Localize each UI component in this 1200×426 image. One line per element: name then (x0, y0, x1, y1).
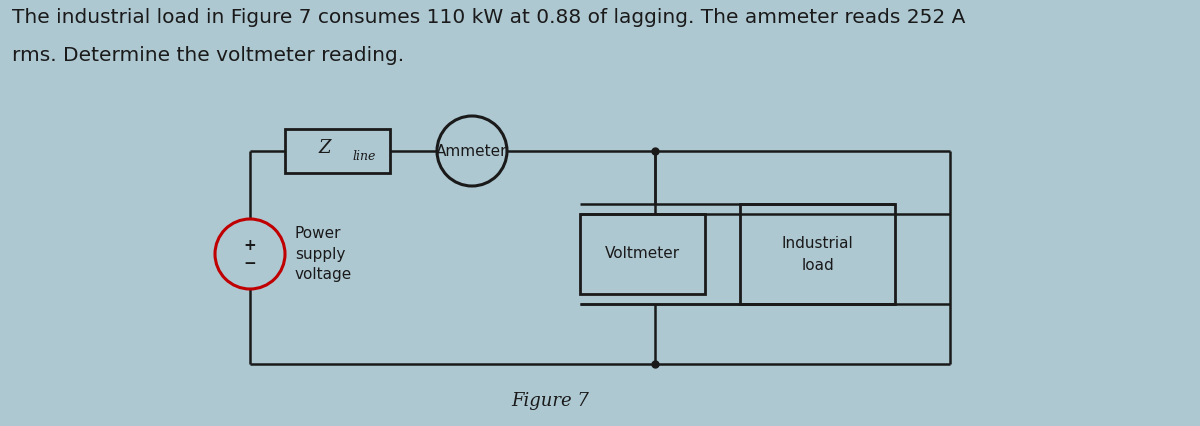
Text: load: load (802, 259, 834, 273)
Text: −: − (244, 256, 257, 271)
Circle shape (437, 116, 508, 186)
Text: +: + (244, 238, 257, 253)
Text: Power: Power (295, 227, 342, 242)
Text: line: line (353, 150, 377, 162)
Circle shape (215, 219, 286, 289)
FancyBboxPatch shape (580, 214, 706, 294)
Text: voltage: voltage (295, 267, 353, 282)
Text: Ammeter: Ammeter (437, 144, 508, 158)
FancyBboxPatch shape (740, 204, 895, 304)
Text: supply: supply (295, 247, 346, 262)
Text: The industrial load in Figure 7 consumes 110 kW at 0.88 of lagging. The ammeter : The industrial load in Figure 7 consumes… (12, 8, 965, 27)
FancyBboxPatch shape (286, 129, 390, 173)
Text: rms. Determine the voltmeter reading.: rms. Determine the voltmeter reading. (12, 46, 404, 65)
Text: Figure 7: Figure 7 (511, 392, 589, 410)
Text: Z: Z (319, 139, 331, 157)
Text: Industrial: Industrial (781, 236, 853, 251)
Text: Voltmeter: Voltmeter (605, 247, 680, 262)
